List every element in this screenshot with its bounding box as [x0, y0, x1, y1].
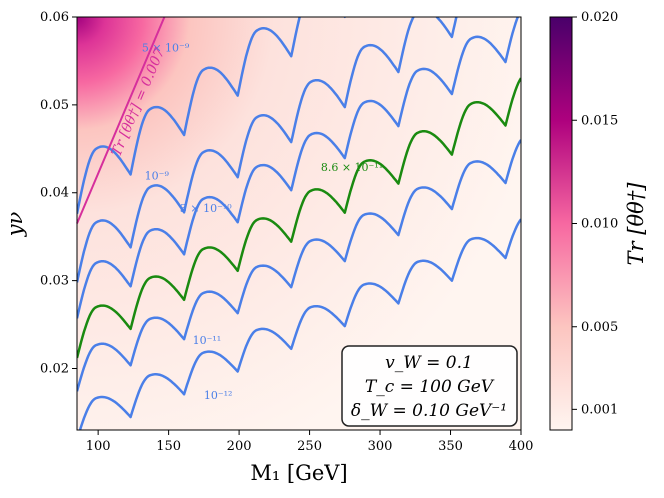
x-tick-label: 250	[297, 439, 322, 454]
contour-curve	[78, 218, 521, 430]
x-tick-label: 200	[227, 439, 252, 454]
contour-label: 5 × 10⁻⁹	[142, 41, 190, 54]
x-tick-label: 350	[438, 439, 463, 454]
contour-label: 3 × 10⁻¹⁰	[180, 202, 232, 215]
colorbar-tick-label: 0.020	[581, 10, 618, 25]
y-tick-label: 0.06	[40, 10, 69, 25]
contour-label: 10⁻⁹	[145, 170, 170, 183]
contour-labels: 10⁻¹² 10⁻¹¹ 8.6 × 10⁻¹¹ 3 × 10⁻¹⁰ 10⁻⁹ 5 × 10…	[142, 41, 383, 402]
legend-box: v_W = 0.1 T_c = 100 GeV δ_W = 0.10 GeV⁻¹	[341, 345, 518, 427]
x-tick-label: 400	[509, 439, 534, 454]
x-tick-label: 300	[368, 439, 393, 454]
contour-lines	[77, 17, 521, 430]
y-axis-ticks: 0.02 0.03 0.04 0.05 0.06	[40, 10, 77, 376]
colorbar-tick-label: 0.001	[581, 402, 618, 417]
y-tick-label: 0.03	[40, 274, 69, 289]
boundary-line	[76, 16, 166, 224]
legend-line-2: T_c = 100 GeV	[365, 377, 495, 397]
y-axis-label: yν	[3, 211, 27, 237]
contour-curve	[77, 139, 521, 392]
x-axis-label: M₁ [GeV]	[250, 461, 347, 485]
contour-label: 10⁻¹²	[204, 389, 233, 402]
colorbar-label: Tr [θθ†]	[624, 182, 648, 266]
contour-curve	[77, 17, 520, 319]
x-tick-label: 150	[156, 439, 181, 454]
colorbar-tick-label: 0.010	[581, 217, 618, 232]
legend-line-3: δ_W = 0.10 GeV⁻¹	[351, 401, 507, 421]
colorbar-tick-label: 0.005	[581, 320, 618, 335]
colorbar-ticks: 0.001 0.005 0.010 0.015 0.020	[572, 10, 618, 417]
contour-label: 10⁻¹¹	[193, 334, 222, 347]
y-tick-label: 0.05	[40, 98, 69, 113]
y-tick-label: 0.04	[40, 186, 69, 201]
x-axis-ticks: 100 150 200 250 300 350 400	[86, 430, 534, 454]
plot-frame	[76, 16, 522, 431]
contour-curve	[77, 17, 458, 283]
x-tick-label: 100	[86, 439, 111, 454]
colorbar	[549, 16, 573, 431]
contour-curve	[77, 77, 521, 359]
contour-label: 8.6 × 10⁻¹¹	[321, 161, 383, 174]
contour-curve	[77, 17, 347, 215]
legend-line-1: v_W = 0.1	[385, 353, 473, 373]
y-tick-label: 0.02	[40, 361, 69, 376]
colorbar-tick-label: 0.015	[581, 113, 618, 128]
